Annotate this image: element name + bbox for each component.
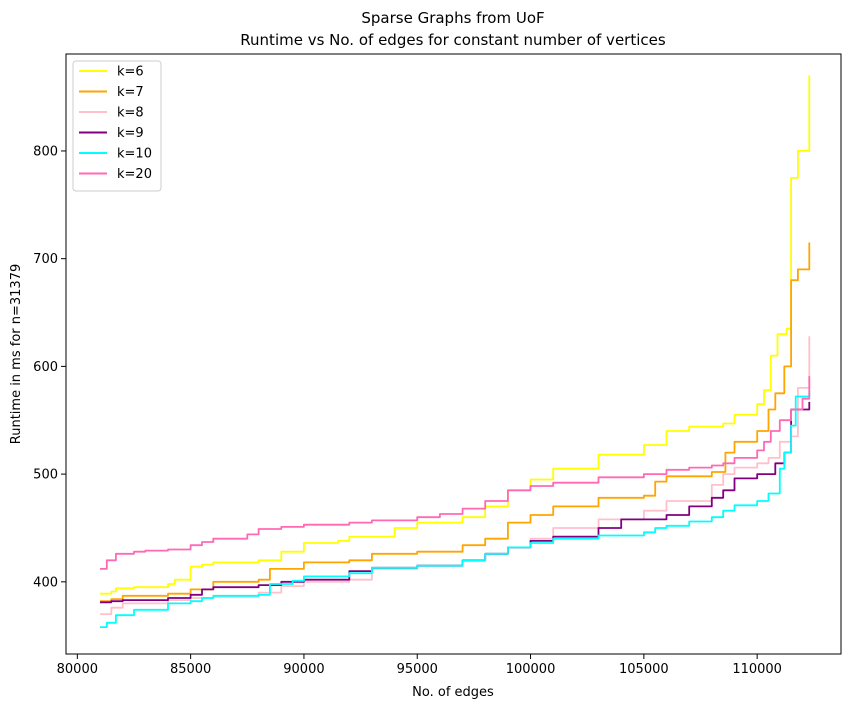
y-axis-label: Runtime in ms for n=31379 — [9, 264, 24, 444]
legend-label-1: k=6 — [117, 65, 144, 80]
plot-area — [65, 53, 842, 655]
series-line-2 — [100, 242, 811, 603]
y-tick-label: 400 — [33, 575, 58, 590]
y-tick-label: 600 — [33, 360, 58, 375]
x-tick-label: 105000 — [619, 662, 669, 677]
y-tick-label: 500 — [33, 468, 58, 483]
x-tick-label: 100000 — [506, 662, 556, 677]
x-tick-label: 85000 — [170, 662, 211, 677]
x-tick-label: 80000 — [57, 662, 98, 677]
legend-label-4: k=9 — [117, 126, 144, 141]
legend-frame — [72, 60, 162, 192]
legend-label-6: k=20 — [117, 167, 152, 182]
legend-label-3: k=8 — [117, 106, 144, 121]
series-layer — [100, 75, 811, 628]
x-tick-label: 90000 — [283, 662, 324, 677]
y-tick-label: 700 — [33, 252, 58, 267]
legend: k=6 k=7 k=8 k=9 k=10 k=20 — [72, 60, 162, 192]
x-axis-label: No. of edges — [412, 685, 494, 700]
legend-label-2: k=7 — [117, 85, 144, 100]
series-line-5 — [100, 391, 811, 628]
series-line-6 — [100, 376, 811, 570]
legend-label-5: k=10 — [117, 147, 152, 162]
x-tick-label: 110000 — [732, 662, 782, 677]
x-axis-ticks: 80000 85000 90000 95000 100000 105000 110000 — [57, 654, 782, 677]
y-axis-ticks: 400 500 600 700 800 — [33, 144, 66, 590]
x-tick-label: 95000 — [397, 662, 438, 677]
chart-subtitle: Runtime vs No. of edges for constant num… — [240, 31, 666, 49]
chart-title: Sparse Graphs from UoF — [361, 9, 544, 27]
y-tick-label: 800 — [33, 144, 58, 159]
